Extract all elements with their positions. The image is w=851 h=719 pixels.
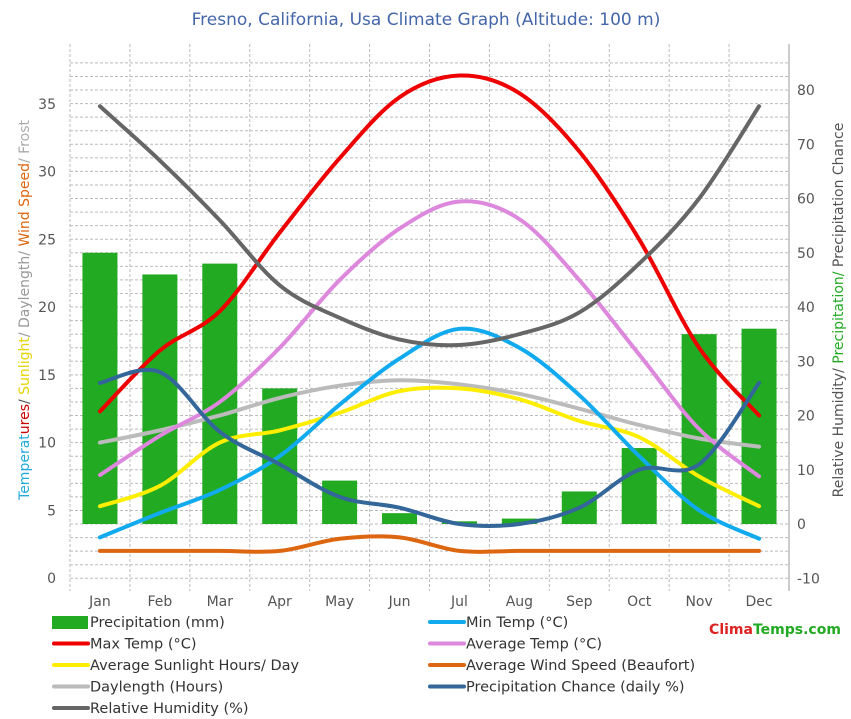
right-axis-tick: 0 xyxy=(797,517,806,533)
x-axis-tick: Apr xyxy=(268,594,292,610)
legend-swatch-precipitation-mm xyxy=(52,616,88,629)
right-axis-tick: 10 xyxy=(797,463,815,479)
axis-label-segment: Precipitation Chance xyxy=(831,123,847,267)
legend-label-min-temp-c: Min Temp (°C) xyxy=(466,615,568,631)
x-axis-tick: Dec xyxy=(745,594,772,610)
axis-label-segment: ures xyxy=(17,404,33,434)
left-axis-tick: 0 xyxy=(47,571,56,587)
axis-label-segment: / xyxy=(17,395,33,404)
legend-label-daylength-hours: Daylength (Hours) xyxy=(90,680,223,696)
legend: Precipitation (mm) Min Temp (°C) Max Temp … xyxy=(52,615,695,717)
brand-part-clima: Clima xyxy=(709,622,753,638)
series-line-average-temp-c xyxy=(97,199,762,479)
right-axis-tick: 20 xyxy=(797,409,815,425)
brand-part-com: .com xyxy=(803,622,841,638)
series-line-relative-humidity xyxy=(97,104,762,348)
axis-label-segment: / Daylength/ xyxy=(17,247,33,338)
legend-label-precipitation-chance-daily: Precipitation Chance (daily %) xyxy=(466,680,685,696)
precipitation-bar-aug xyxy=(501,518,537,524)
series-line-max-temp-c xyxy=(97,73,762,418)
axis-label-segment: / Frost xyxy=(17,120,33,164)
axis-label-segment: Precipitation/ xyxy=(831,267,847,364)
precipitation-bar-jun xyxy=(382,513,418,524)
x-axis-tick: Jun xyxy=(388,594,411,610)
left-axis-tick: 30 xyxy=(38,165,56,181)
precipitation-bar-oct xyxy=(621,448,657,524)
right-axis-tick: 60 xyxy=(797,192,815,208)
right-axis-tick: -10 xyxy=(797,571,820,587)
x-axis-tick: Feb xyxy=(147,594,172,610)
x-axis-tick: Aug xyxy=(506,594,533,610)
series-lines xyxy=(97,73,762,554)
legend-label-max-temp-c: Max Temp (°C) xyxy=(90,637,197,653)
right-axis-tick: 30 xyxy=(797,354,815,370)
series-line-precipitation-chance-daily xyxy=(97,367,762,529)
precipitation-bar-feb xyxy=(142,274,178,524)
axis-label-segment: Temperat xyxy=(17,434,33,501)
chart-title: Fresno, California, Usa Climate Graph (A… xyxy=(192,10,661,30)
x-axis-tick: Jul xyxy=(450,594,468,610)
left-axis-ticks: 0 5 10 15 20 25 30 35 xyxy=(38,97,56,587)
precipitation-bar-jan xyxy=(82,252,118,524)
axis-label-segment: Wind Speed xyxy=(17,163,33,247)
precipitation-bar-may xyxy=(322,480,358,524)
x-axis-tick: Sep xyxy=(566,594,593,610)
left-axis-tick: 20 xyxy=(38,300,56,316)
left-axis-tick: 35 xyxy=(38,97,56,113)
legend-label-average-sunlight-hours-day: Average Sunlight Hours/ Day xyxy=(90,658,300,674)
series-line-average-wind-speed-beaufort xyxy=(97,534,762,554)
series-line-min-temp-c xyxy=(97,326,762,541)
precipitation-bars xyxy=(82,252,777,524)
x-axis-tick: Nov xyxy=(685,594,712,610)
axis-label-segment: Sunlight xyxy=(17,337,33,395)
left-axis-tick: 10 xyxy=(38,436,56,452)
brand-logo: ClimaTemps.com xyxy=(709,622,841,638)
x-axis-tick: Mar xyxy=(207,594,234,610)
left-axis-tick: 25 xyxy=(38,232,56,248)
right-axis-tick: 70 xyxy=(797,137,815,153)
right-axis-tick: 40 xyxy=(797,300,815,316)
legend-label-precipitation-mm: Precipitation (mm) xyxy=(90,615,225,631)
left-axis-label: Temperatures/ Sunlight/ Daylength/ Wind … xyxy=(17,120,33,501)
axis-label-segment: Relative Humidity/ xyxy=(831,364,847,498)
series-line-daylength-hours xyxy=(97,378,762,449)
legend-label-average-temp-c: Average Temp (°C) xyxy=(466,637,602,653)
x-axis-ticks: Jan Feb Mar Apr May Jun Jul Aug Sep Oct Nov Dec xyxy=(88,594,772,610)
precipitation-bar-dec xyxy=(741,328,777,524)
x-axis-tick: Oct xyxy=(627,594,652,610)
right-axis-tick: 50 xyxy=(797,246,815,262)
x-axis-tick: May xyxy=(325,594,354,610)
right-axis-label: Relative Humidity/ Precipitation/ Precip… xyxy=(831,123,847,498)
left-axis-tick: 15 xyxy=(38,368,56,384)
right-axis-ticks: -10 0 10 20 30 40 50 60 70 80 xyxy=(797,83,820,587)
grid xyxy=(69,44,790,591)
brand-part-temps: Temps xyxy=(753,622,803,638)
right-axis-tick: 80 xyxy=(797,83,815,99)
legend-label-average-wind-speed-beaufort: Average Wind Speed (Beaufort) xyxy=(466,658,695,674)
legend-label-relative-humidity: Relative Humidity (%) xyxy=(90,701,249,717)
left-axis-tick: 5 xyxy=(47,503,56,519)
series-line-average-sunlight-hours-day xyxy=(97,385,762,509)
x-axis-tick: Jan xyxy=(88,594,111,610)
